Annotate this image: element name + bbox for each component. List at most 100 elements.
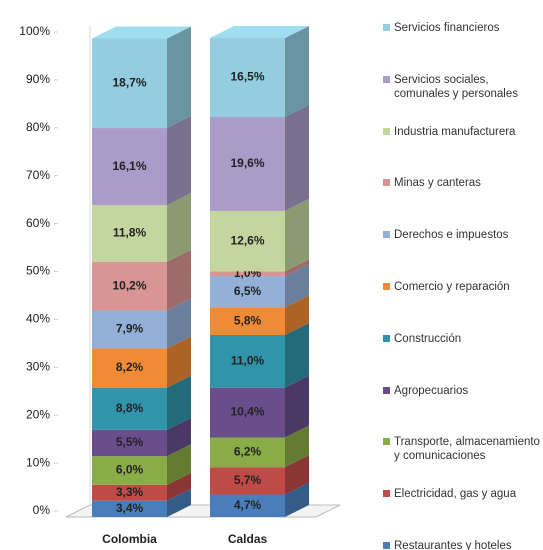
legend-item: Derechos e impuestos: [383, 228, 541, 242]
legend-swatch: [383, 24, 390, 31]
bar-side: [285, 105, 309, 211]
legend-swatch: [383, 179, 390, 187]
value-label: 6,2%: [234, 445, 262, 459]
bar-segment: [210, 38, 285, 118]
legend-swatch: [383, 542, 390, 549]
legend-label: Minas y canteras: [394, 177, 481, 190]
x-tick-label: Caldas: [228, 532, 268, 546]
bar-top: [210, 26, 309, 38]
y-tick-label: 50%: [26, 264, 50, 278]
legend-item: Industria manufacturera: [383, 125, 541, 139]
y-tick-label: 30%: [26, 359, 50, 373]
bar-segment: [210, 271, 285, 277]
value-label: 5,7%: [234, 473, 262, 487]
bar-segment: [92, 38, 167, 129]
bar-segment: [92, 500, 167, 517]
legend-swatch: [383, 438, 390, 446]
bar-segment: [210, 387, 285, 438]
bar-side: [285, 375, 309, 438]
value-label: 7,9%: [116, 322, 144, 336]
legend-item: Construcción: [383, 332, 541, 346]
bar-segment: [92, 205, 167, 262]
bar-segment: [210, 437, 285, 468]
legend-label: Electricidad, gas y agua: [394, 488, 517, 501]
y-tick-label: 60%: [26, 216, 50, 230]
bar-segment: [92, 310, 167, 349]
bar-side: [167, 116, 191, 206]
y-tick-label: 0%: [33, 503, 51, 517]
value-label: 12,6%: [230, 233, 264, 247]
value-label: 18,7%: [112, 75, 146, 89]
value-label: 6,5%: [234, 284, 262, 298]
bar-side: [285, 259, 309, 277]
legend-label: Restaurantes y hoteles: [394, 540, 512, 550]
legend-label: Agropecuarios: [394, 384, 469, 397]
bar-side: [167, 193, 191, 262]
legend-item: Restaurantes y hoteles: [383, 539, 541, 550]
legend-swatch: [383, 283, 390, 290]
legend-label: Construcción: [394, 332, 462, 345]
y-tick-label: 80%: [26, 120, 50, 134]
legend-label: Servicios sociales, comunales y personal…: [394, 73, 519, 100]
bar-side: [285, 264, 309, 308]
bar-side: [167, 26, 191, 129]
x-tick-label: Colombia: [102, 532, 157, 546]
y-tick-label: 10%: [26, 455, 50, 469]
bar-side: [167, 472, 191, 501]
legend-label: Comercio y reparación: [394, 281, 510, 293]
value-label: 8,8%: [116, 401, 144, 415]
value-label: 8,2%: [116, 360, 144, 374]
y-tick-label: 90%: [26, 72, 50, 86]
bar-side: [285, 482, 309, 517]
value-label: 3,4%: [116, 501, 144, 515]
bar-segment: [210, 494, 285, 517]
legend-item: Agropecuarios: [383, 384, 541, 398]
legend-swatch: [383, 231, 390, 239]
value-label: 3,3%: [116, 485, 144, 499]
legend-swatch: [383, 127, 390, 135]
bar-segment: [92, 128, 167, 206]
bar-segment: [210, 307, 285, 335]
bar-segment: [92, 261, 167, 311]
legend-item: Servicios financieros: [383, 21, 541, 35]
bar-side: [167, 488, 191, 517]
value-label: 16,5%: [230, 70, 264, 84]
value-label: 4,7%: [234, 498, 262, 512]
legend-label: Industria manufacturera: [394, 125, 516, 138]
value-label: 10,4%: [230, 405, 264, 419]
value-label: 5,8%: [234, 313, 262, 327]
value-label: 6,0%: [116, 463, 144, 477]
value-label: 11,0%: [231, 353, 265, 367]
value-label: 5,5%: [116, 435, 144, 449]
bar-top: [92, 26, 191, 39]
legend-swatch: [383, 75, 390, 83]
bar-segment: [210, 334, 285, 388]
legend-item: Electricidad, gas y agua: [383, 487, 541, 501]
bar-side: [167, 444, 191, 485]
bar-segment: [92, 456, 167, 485]
y-tick-label: 20%: [26, 407, 50, 421]
bar-segment: [92, 429, 167, 457]
bar-side: [167, 375, 191, 430]
legend-item: Transporte, almacenamiento y comunicacio…: [383, 435, 541, 463]
bar-side: [285, 455, 309, 495]
legend-item: Minas y canteras: [383, 176, 541, 190]
bar-side: [167, 249, 191, 311]
y-tick-label: 70%: [26, 168, 50, 182]
legend-item: Servicios sociales, comunales y personal…: [383, 73, 541, 101]
legend-label: Transporte, almacenamiento y comunicacio…: [394, 436, 540, 463]
value-label: 11,8%: [113, 226, 147, 240]
value-label: 10,2%: [112, 278, 146, 292]
legend-item: Comercio y reparación: [383, 280, 541, 294]
bar-segment: [210, 276, 285, 308]
bar-side: [167, 417, 191, 457]
y-tick-label: 100%: [19, 24, 50, 38]
bar-segment: [92, 484, 167, 501]
legend-label: Derechos e impuestos: [394, 229, 509, 242]
legend-swatch: [383, 386, 390, 394]
bar-segment: [92, 387, 167, 430]
bar-side: [285, 295, 309, 335]
bar-segment: [210, 210, 285, 272]
